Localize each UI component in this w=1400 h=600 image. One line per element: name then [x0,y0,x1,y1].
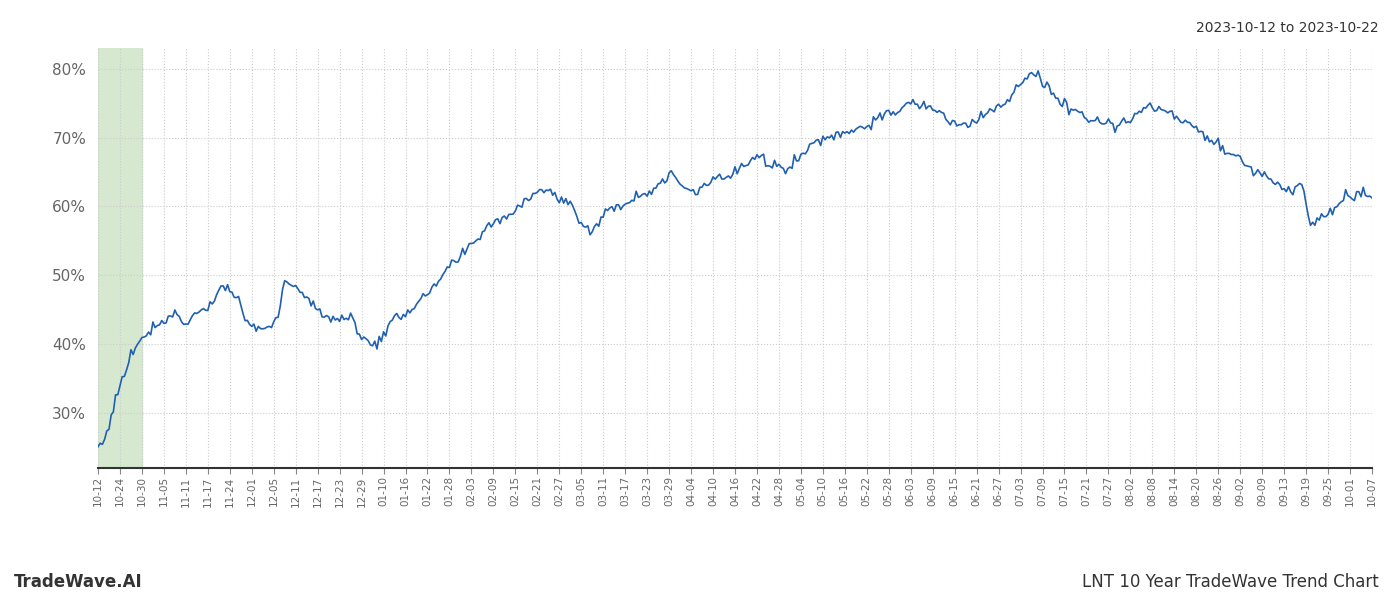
Text: TradeWave.AI: TradeWave.AI [14,573,143,591]
Text: 2023-10-12 to 2023-10-22: 2023-10-12 to 2023-10-22 [1197,21,1379,35]
Text: LNT 10 Year TradeWave Trend Chart: LNT 10 Year TradeWave Trend Chart [1082,573,1379,591]
Bar [98,48,141,468]
